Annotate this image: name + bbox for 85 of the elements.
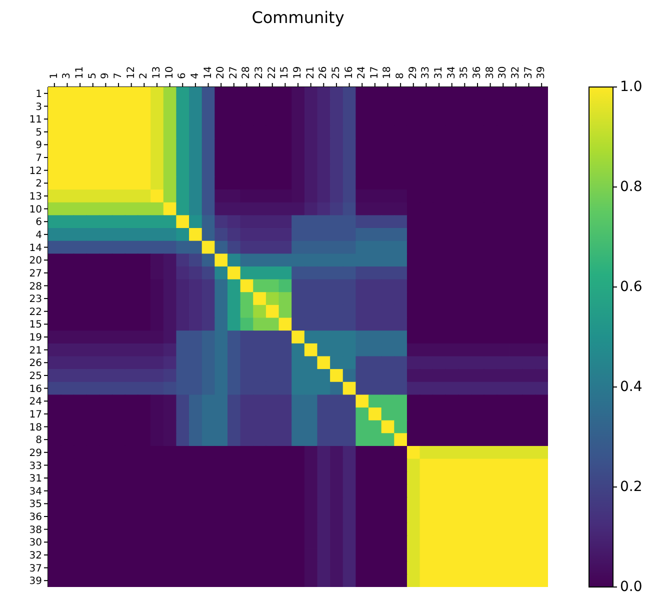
y-tick-label: 37 [29, 563, 42, 574]
y-tick-label: 5 [36, 127, 42, 138]
x-tick-label: 29 [408, 66, 419, 79]
x-tick-label: 23 [254, 66, 266, 79]
x-tick-label: 4 [190, 72, 201, 79]
y-tick-label: 4 [36, 230, 42, 241]
x-tick-label: 26 [318, 66, 330, 79]
x-tick-label: 31 [434, 66, 445, 79]
x-tick-label: 6 [177, 72, 188, 79]
color-bar-label: 0.6 [620, 279, 642, 295]
x-tick-label: 17 [369, 66, 380, 79]
x-tick-label: 19 [292, 66, 304, 79]
x-tick-label: 13 [151, 66, 162, 79]
x-tick-label: 8 [395, 72, 406, 79]
x-tick-label: 28 [241, 66, 252, 79]
x-tick-label: 1 [48, 72, 60, 79]
y-tick-label: 34 [29, 486, 42, 498]
x-tick-label: 25 [330, 66, 342, 79]
y-tick-label: 10 [29, 204, 42, 216]
y-tick-label: 19 [29, 332, 42, 344]
y-tick-label: 24 [29, 396, 42, 408]
x-tick-label: 38 [484, 66, 496, 79]
y-tick-label: 20 [29, 256, 42, 267]
x-tick-label: 34 [446, 66, 458, 79]
y-tick-label: 6 [36, 217, 42, 228]
color-bar-label: 0.4 [620, 379, 642, 395]
y-tick-label: 14 [29, 242, 42, 254]
y-tick-label: 2 [36, 178, 42, 190]
y-tick-label: 3 [36, 102, 42, 113]
x-tick-label: 11 [74, 66, 86, 79]
y-tick-label: 33 [29, 460, 42, 472]
x-tick-label: 22 [266, 66, 278, 79]
x-tick-label: 30 [498, 66, 509, 79]
y-tick-label: 18 [29, 422, 42, 434]
color-bar-label: 0.2 [620, 479, 642, 495]
color-bar-label: 0.8 [620, 179, 642, 195]
x-tick-label: 37 [523, 66, 534, 79]
y-tick-label: 38 [29, 524, 42, 536]
x-tick-label: 18 [382, 66, 394, 79]
y-tick-label: 7 [36, 153, 42, 164]
y-tick-label: 26 [29, 358, 42, 370]
y-tick-label: 13 [29, 192, 42, 203]
y-tick-label: 8 [36, 435, 42, 446]
y-tick-label: 35 [29, 499, 42, 510]
x-tick-label: 2 [138, 72, 150, 79]
y-tick-label: 31 [29, 474, 42, 485]
x-tick-label: 36 [472, 66, 483, 79]
y-tick-label: 28 [29, 281, 42, 292]
x-tick-label: 32 [510, 66, 522, 79]
x-tick-label: 21 [305, 66, 316, 79]
x-tick-label: 27 [228, 66, 240, 79]
x-tick-label: 15 [280, 66, 291, 79]
x-tick-label: 16 [344, 66, 355, 79]
y-tick-label: 11 [29, 114, 42, 126]
x-tick-label: 10 [164, 66, 176, 79]
y-tick-label: 23 [29, 294, 42, 306]
y-tick-label: 16 [29, 384, 42, 395]
y-tick-label: 25 [29, 371, 42, 382]
y-tick-label: 22 [29, 306, 42, 318]
x-tick-label: 33 [420, 66, 432, 79]
y-tick-label: 36 [29, 512, 42, 524]
y-tick-label: 27 [29, 268, 42, 280]
y-tick-label: 29 [29, 448, 42, 459]
y-tick-label: 39 [29, 576, 42, 588]
x-tick-label: 9 [100, 72, 112, 79]
y-tick-label: 21 [29, 345, 42, 356]
y-tick-label: 15 [29, 320, 42, 331]
y-tick-label: 17 [29, 409, 42, 420]
chart-title: Community [250, 8, 346, 27]
x-tick-label: 20 [216, 66, 227, 79]
color-bar-label: 1.0 [620, 79, 642, 95]
y-tick-label: 12 [29, 166, 42, 177]
color-bar-label: 0.0 [620, 579, 642, 595]
y-tick-label: 1 [36, 88, 42, 100]
x-tick-label: 12 [126, 66, 137, 79]
y-tick-label: 30 [29, 538, 42, 549]
x-tick-label: 24 [356, 66, 368, 79]
y-tick-label: 9 [36, 140, 42, 152]
x-tick-label: 35 [459, 66, 470, 79]
x-tick-label: 39 [536, 66, 548, 79]
y-tick-label: 32 [29, 550, 42, 562]
x-tick-label: 14 [202, 66, 214, 79]
x-tick-label: 3 [62, 72, 73, 79]
x-tick-label: 5 [87, 72, 98, 79]
x-tick-label: 7 [113, 72, 124, 79]
